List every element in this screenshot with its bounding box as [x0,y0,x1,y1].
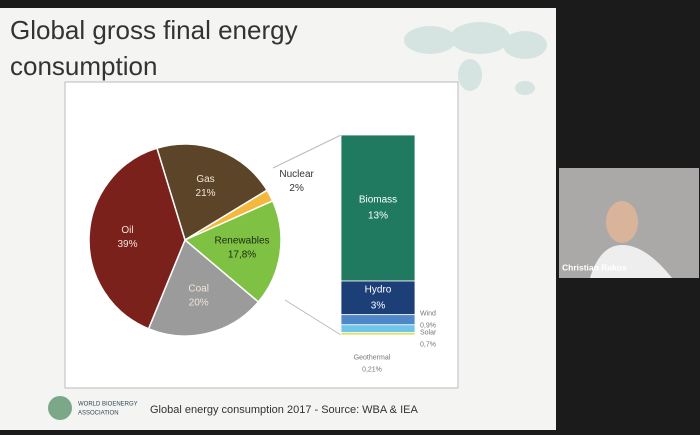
bar-segment [340,280,416,316]
pie-slice [88,147,186,330]
person-body [590,245,672,278]
slide-footer: Global energy consumption 2017 - Source:… [150,404,418,416]
bar-segment [340,314,416,326]
slide-title: Global gross final energy [10,15,298,45]
slice-label: Gas [196,174,214,185]
logo-icon [48,396,72,420]
segment-value: 13% [368,211,388,222]
slice-value: 17,8% [228,250,256,261]
segment-value: 0,7% [420,342,436,349]
segment-label: Geothermal [354,355,391,362]
bar-segment [340,324,416,334]
segment-label: Wind [420,311,436,318]
slice-value: 20% [189,298,209,309]
segment-value: 0,21% [362,367,382,374]
world-map-icon [404,22,547,95]
segment-label: Biomass [359,195,397,206]
slice-value: 39% [117,239,137,250]
connector [272,134,342,169]
slide-title: consumption [10,51,157,81]
chart: Gas 21% Nuclear 2% Renewables 17,8% Coal 20% Oil… [88,134,437,374]
slice-value: 2% [289,183,304,194]
slice-label: Oil [121,225,133,236]
bar-segment [340,332,416,336]
connector [284,299,342,336]
slice-value: 21% [196,188,216,199]
logo-text: WORLD BIOENERGY [78,402,138,408]
bar-segment [340,134,416,282]
segment-value: 0,9% [420,323,436,330]
slice-label: Nuclear [279,169,314,180]
slice-label: Renewables [215,236,270,247]
segment-value: 3% [371,300,386,311]
pie-slice [155,143,269,242]
segment-label: Solar [420,330,437,337]
pie-slice [183,199,282,303]
pie-slice [147,238,260,337]
person-head [606,201,638,243]
participant-name: Christian Rakos [562,262,627,272]
slice-label: Coal [188,284,209,295]
segment-label: Hydro [365,284,392,295]
logo-text: ASSOCIATION [78,411,119,417]
